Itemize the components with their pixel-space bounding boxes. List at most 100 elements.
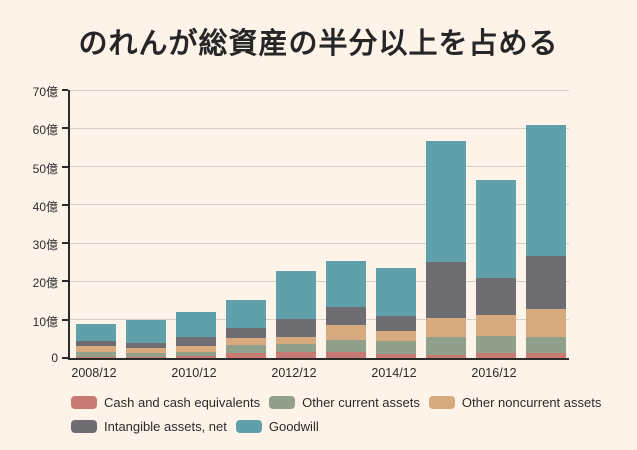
y-axis-label: 70億	[32, 85, 58, 99]
bar-segment-cash-and-cash-equivalents	[276, 351, 316, 358]
gridline	[70, 166, 569, 168]
legend-label: Cash and cash equivalents	[104, 395, 261, 410]
legend-label: Intangible assets, net	[104, 419, 227, 434]
legend-item-other-noncurrent-assets: Other noncurrent assets	[428, 395, 602, 410]
bar-2010-12	[176, 312, 216, 358]
bar-segment-other-noncurrent-assets	[376, 330, 416, 341]
bar-segment-intangible-assets-net	[426, 262, 466, 318]
y-axis-tick	[62, 242, 68, 245]
bar-segment-cash-and-cash-equivalents	[526, 353, 566, 358]
bar-segment-cash-and-cash-equivalents	[426, 354, 466, 358]
legend-label: Other current assets	[302, 395, 420, 410]
gridline	[70, 127, 569, 129]
bar-segment-other-noncurrent-assets	[326, 324, 366, 340]
legend-swatch-icon	[428, 396, 455, 409]
bar-segment-cash-and-cash-equivalents	[376, 353, 416, 358]
y-axis-tick	[62, 280, 68, 283]
legend: Cash and cash equivalents Other current a…	[71, 395, 611, 443]
bar-segment-other-current-assets	[226, 345, 266, 354]
bar-2015-12	[426, 141, 466, 358]
bar-segment-other-current-assets	[526, 336, 566, 354]
legend-swatch-icon	[235, 420, 262, 433]
bar-segment-cash-and-cash-equivalents	[326, 351, 366, 358]
bar-segment-goodwill	[476, 179, 516, 279]
gridline	[70, 89, 569, 91]
bar-segment-goodwill	[376, 268, 416, 316]
x-axis-label: 2016/12	[471, 366, 517, 380]
bar-segment-other-current-assets	[426, 336, 466, 355]
y-axis-tick	[62, 89, 68, 91]
gridline	[70, 242, 569, 244]
bar-segment-intangible-assets-net	[176, 336, 216, 346]
bar-segment-other-noncurrent-assets	[526, 308, 566, 337]
legend-row: Cash and cash equivalents Other current a…	[71, 395, 611, 410]
legend-item-cash-and-cash-equivalents: Cash and cash equivalents	[71, 395, 260, 410]
y-axis-tick	[62, 357, 68, 359]
bar-segment-goodwill	[226, 299, 266, 329]
bar-segment-goodwill	[176, 312, 216, 337]
y-axis-tick	[62, 165, 68, 168]
bar-segment-goodwill	[326, 261, 366, 308]
y-axis-label: 40億	[32, 199, 58, 214]
bar-segment-other-current-assets	[476, 335, 516, 354]
bar-segment-other-noncurrent-assets	[126, 347, 166, 353]
legend-swatch-icon	[71, 420, 97, 433]
bar-2014-12	[376, 268, 416, 358]
bar-2016-12	[476, 179, 516, 358]
plot-area	[62, 89, 569, 360]
bar-2008-12	[76, 323, 116, 358]
bar-segment-intangible-assets-net	[326, 307, 366, 325]
legend-item-other-current-assets: Other current assets	[269, 395, 420, 410]
bar-segment-cash-and-cash-equivalents	[226, 353, 266, 358]
legend-label: Other noncurrent assets	[461, 395, 602, 410]
legend-label: Goodwill	[268, 419, 319, 434]
bar-segment-goodwill	[426, 141, 466, 263]
y-axis-label: 0	[51, 351, 58, 365]
bar-segment-other-noncurrent-assets	[226, 338, 266, 345]
x-axis-label: 2014/12	[371, 366, 417, 380]
bar-segment-other-current-assets	[176, 351, 216, 357]
bar-segment-other-noncurrent-assets	[476, 314, 516, 336]
bar-segment-intangible-assets-net	[376, 315, 416, 331]
bar-segment-cash-and-cash-equivalents	[476, 353, 516, 358]
legend-swatch-icon	[71, 396, 97, 409]
y-axis-tick	[62, 127, 68, 130]
bar-segment-goodwill	[126, 320, 166, 343]
bar-segment-intangible-assets-net	[526, 256, 566, 309]
x-axis-label: 2012/12	[271, 366, 317, 380]
legend-item-goodwill: Goodwill	[235, 419, 319, 434]
legend-swatch-icon	[269, 396, 296, 409]
bar-segment-cash-and-cash-equivalents	[126, 356, 166, 358]
bar-segment-intangible-assets-net	[126, 342, 166, 348]
chart-title: のれんが総資産の半分以上を占める	[78, 28, 559, 60]
y-axis-label: 10億	[32, 314, 58, 329]
bar-2009-12	[126, 320, 166, 358]
bar-segment-intangible-assets-net	[226, 328, 266, 339]
bar-segment-other-noncurrent-assets	[426, 317, 466, 337]
bar-segment-goodwill	[526, 125, 566, 257]
bar-segment-other-current-assets	[376, 340, 416, 354]
y-axis-tick	[62, 203, 68, 206]
bar-segment-other-current-assets	[126, 352, 166, 357]
bar-segment-other-noncurrent-assets	[76, 345, 116, 352]
bar-segment-other-current-assets	[326, 339, 366, 352]
bar-segment-cash-and-cash-equivalents	[176, 356, 216, 358]
legend-item-intangible-assets-net: Intangible assets, net	[71, 419, 227, 434]
bar-segment-other-current-assets	[276, 343, 316, 352]
bar-2011-12	[226, 299, 266, 358]
gridline	[70, 280, 569, 282]
x-axis-label: 2010/12	[171, 366, 217, 380]
gridline	[70, 204, 569, 206]
y-axis-tick	[62, 318, 68, 321]
bar-segment-cash-and-cash-equivalents	[76, 356, 116, 358]
bar-segment-intangible-assets-net	[76, 340, 116, 346]
y-axis-label: 50億	[32, 161, 58, 176]
x-axis-label: 2008/12	[71, 366, 117, 380]
y-axis-label: 30億	[32, 238, 58, 253]
bar-segment-other-noncurrent-assets	[276, 336, 316, 344]
bar-segment-intangible-assets-net	[476, 278, 516, 315]
bar-segment-other-current-assets	[76, 351, 116, 357]
bar-segment-other-noncurrent-assets	[176, 345, 216, 352]
y-axis-label: 60億	[32, 123, 58, 138]
